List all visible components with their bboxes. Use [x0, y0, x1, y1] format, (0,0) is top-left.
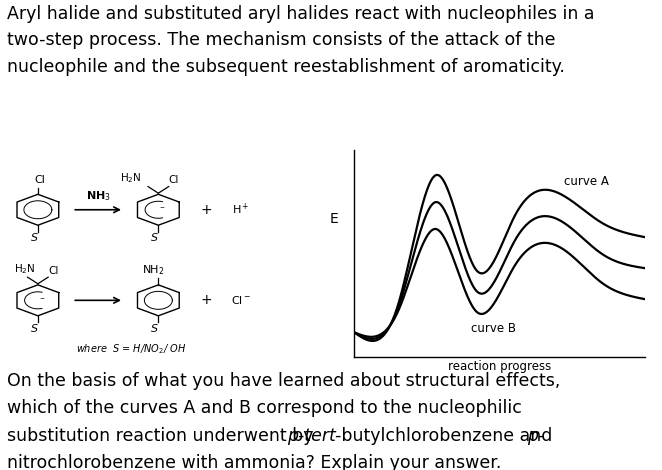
Text: S: S: [152, 233, 158, 243]
Text: H$^+$: H$^+$: [232, 202, 250, 218]
Text: which of the curves A and B correspond to the nucleophilic: which of the curves A and B correspond t…: [7, 400, 522, 417]
Text: S: S: [152, 323, 158, 334]
Text: H$_2$N: H$_2$N: [14, 262, 35, 276]
Text: p-tert: p-tert: [287, 427, 336, 445]
Text: +: +: [201, 203, 213, 217]
Text: Aryl halide and substituted aryl halides react with nucleophiles in a
two-step p: Aryl halide and substituted aryl halides…: [7, 5, 594, 76]
Text: $^-$: $^-$: [38, 295, 45, 304]
Text: -butylchlorobenzene and: -butylchlorobenzene and: [334, 427, 557, 445]
Text: where  S = H/NO$_2$/ OH: where S = H/NO$_2$/ OH: [75, 342, 186, 355]
Text: Cl: Cl: [34, 175, 45, 186]
X-axis label: reaction progress: reaction progress: [448, 360, 551, 373]
Text: $^-$: $^-$: [158, 204, 166, 213]
Text: NH$_2$: NH$_2$: [142, 263, 164, 277]
Text: Cl$^-$: Cl$^-$: [231, 294, 251, 306]
Text: curve A: curve A: [564, 175, 609, 188]
Text: S: S: [31, 323, 38, 334]
Text: H$_2$N: H$_2$N: [120, 172, 141, 186]
Text: substitution reaction underwent by: substitution reaction underwent by: [7, 427, 318, 445]
Text: Cl: Cl: [169, 175, 179, 186]
Text: Cl: Cl: [48, 266, 58, 276]
Text: curve B: curve B: [471, 322, 516, 335]
Text: E: E: [330, 212, 339, 226]
Text: S: S: [31, 233, 38, 243]
Text: On the basis of what you have learned about structural effects,: On the basis of what you have learned ab…: [7, 372, 560, 390]
Text: +: +: [201, 293, 213, 307]
Text: p-: p-: [526, 427, 544, 445]
Text: nitrochlorobenzene with ammonia? Explain your answer.: nitrochlorobenzene with ammonia? Explain…: [7, 454, 501, 470]
Text: NH$_3$: NH$_3$: [86, 189, 111, 203]
